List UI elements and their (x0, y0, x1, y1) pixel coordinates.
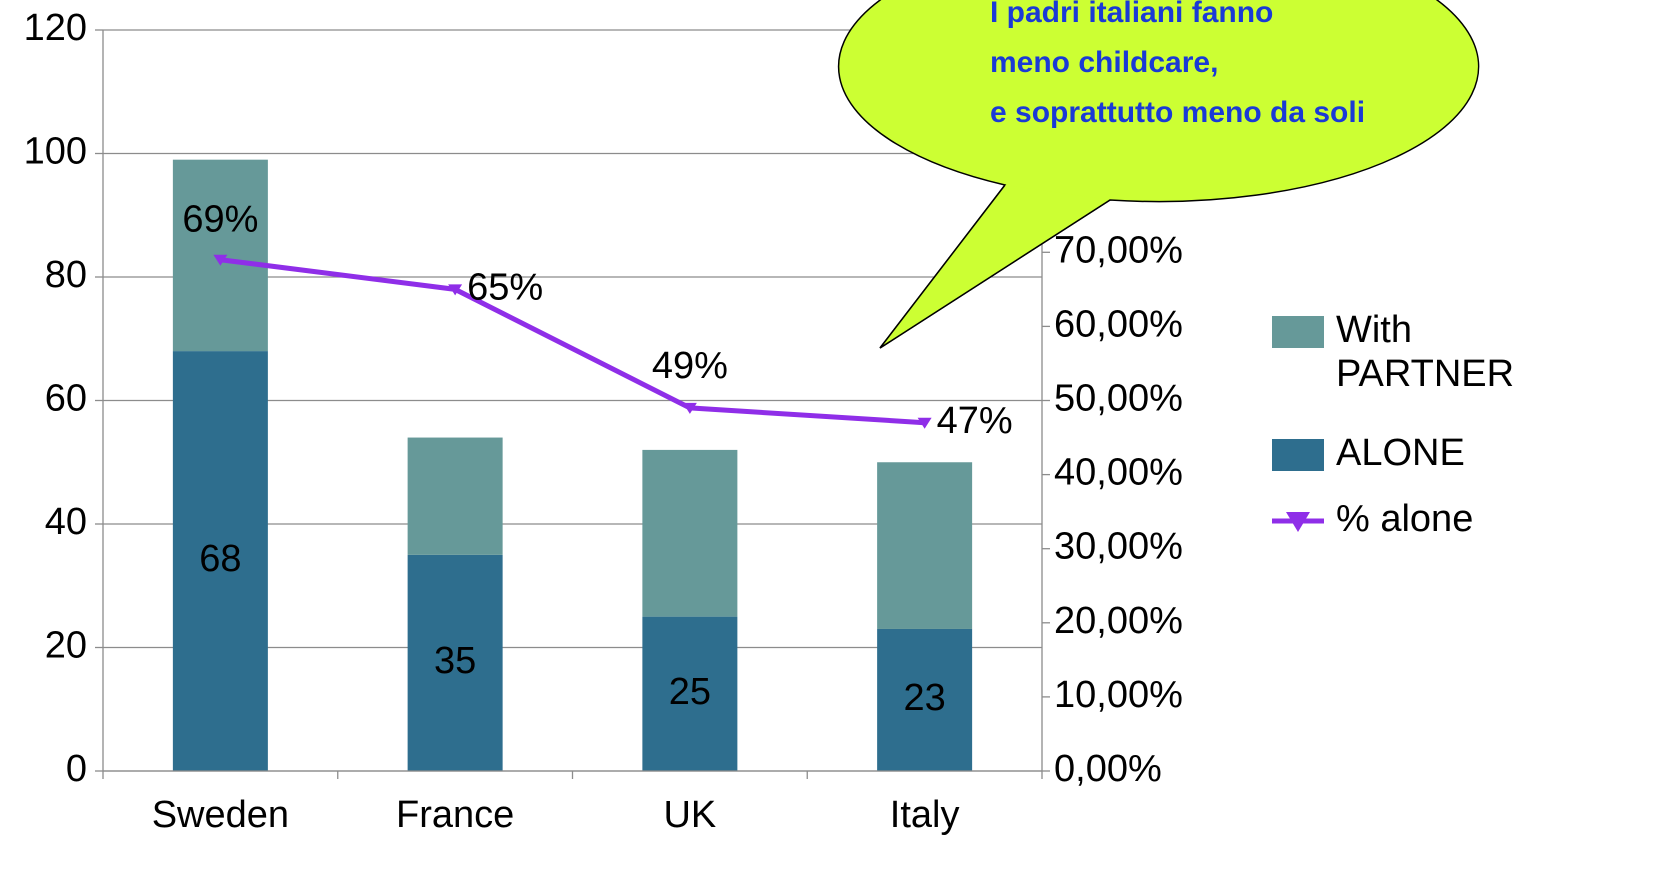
bar-value-label: 23 (903, 677, 945, 719)
legend-swatch (1272, 316, 1324, 348)
bar (172, 351, 268, 771)
legend-label: % alone (1336, 498, 1473, 540)
y-tick-label: 80 (45, 254, 87, 296)
callout-tail-edge (879, 184, 1111, 349)
y2-tick-label: 60,00% (1054, 303, 1183, 345)
callout-tail-cover (880, 185, 1110, 348)
line-marker (682, 402, 697, 414)
y2-tick-label: 10,00% (1054, 674, 1183, 716)
line-value-label: 65% (467, 266, 543, 308)
callout-text: e soprattutto meno da soli (990, 96, 1365, 129)
y-tick-label: 100 (24, 131, 87, 173)
y2-tick-label: 30,00% (1054, 526, 1183, 568)
y-tick-label: 60 (45, 378, 87, 420)
bar-value-label: 68 (199, 538, 241, 580)
bar (407, 554, 503, 771)
line-marker (448, 284, 463, 296)
line-value-label: 47% (937, 400, 1013, 442)
x-tick-label: Italy (890, 794, 960, 836)
bar-value-label: 25 (669, 671, 711, 713)
y-tick-label: 120 (24, 7, 87, 49)
y2-tick-label: 70,00% (1054, 229, 1183, 271)
bar (877, 628, 973, 771)
bar (642, 449, 738, 617)
line-marker (917, 417, 932, 429)
bar (877, 462, 973, 629)
y2-tick-label: 20,00% (1054, 600, 1183, 642)
legend-label: ALONE (1336, 432, 1465, 474)
callout-text: meno childcare, (990, 46, 1218, 79)
legend-label: With PARTNER (1336, 309, 1514, 395)
y-tick-label: 40 (45, 501, 87, 543)
x-tick-label: Sweden (152, 794, 289, 836)
y-tick-label: 0 (66, 748, 87, 790)
x-tick-label: UK (663, 794, 716, 836)
bar (642, 616, 738, 771)
line-value-label: 49% (652, 345, 728, 387)
callout-text: I padri italiani fanno (990, 0, 1273, 29)
y2-tick-label: 40,00% (1054, 452, 1183, 494)
y2-tick-label: 50,00% (1054, 378, 1183, 420)
x-tick-label: France (396, 794, 514, 836)
legend-label-line: PARTNER (1336, 353, 1514, 395)
line (220, 257, 925, 426)
y2-tick-label: 0,00% (1054, 748, 1162, 790)
legend-marker (1286, 512, 1310, 532)
bar (407, 437, 503, 555)
legend-label-line: With (1336, 309, 1412, 351)
bar-value-label: 35 (434, 640, 476, 682)
legend-swatch (1272, 439, 1324, 471)
y-tick-label: 20 (45, 625, 87, 667)
line-value-label: 69% (182, 199, 258, 241)
line-marker (213, 254, 228, 266)
